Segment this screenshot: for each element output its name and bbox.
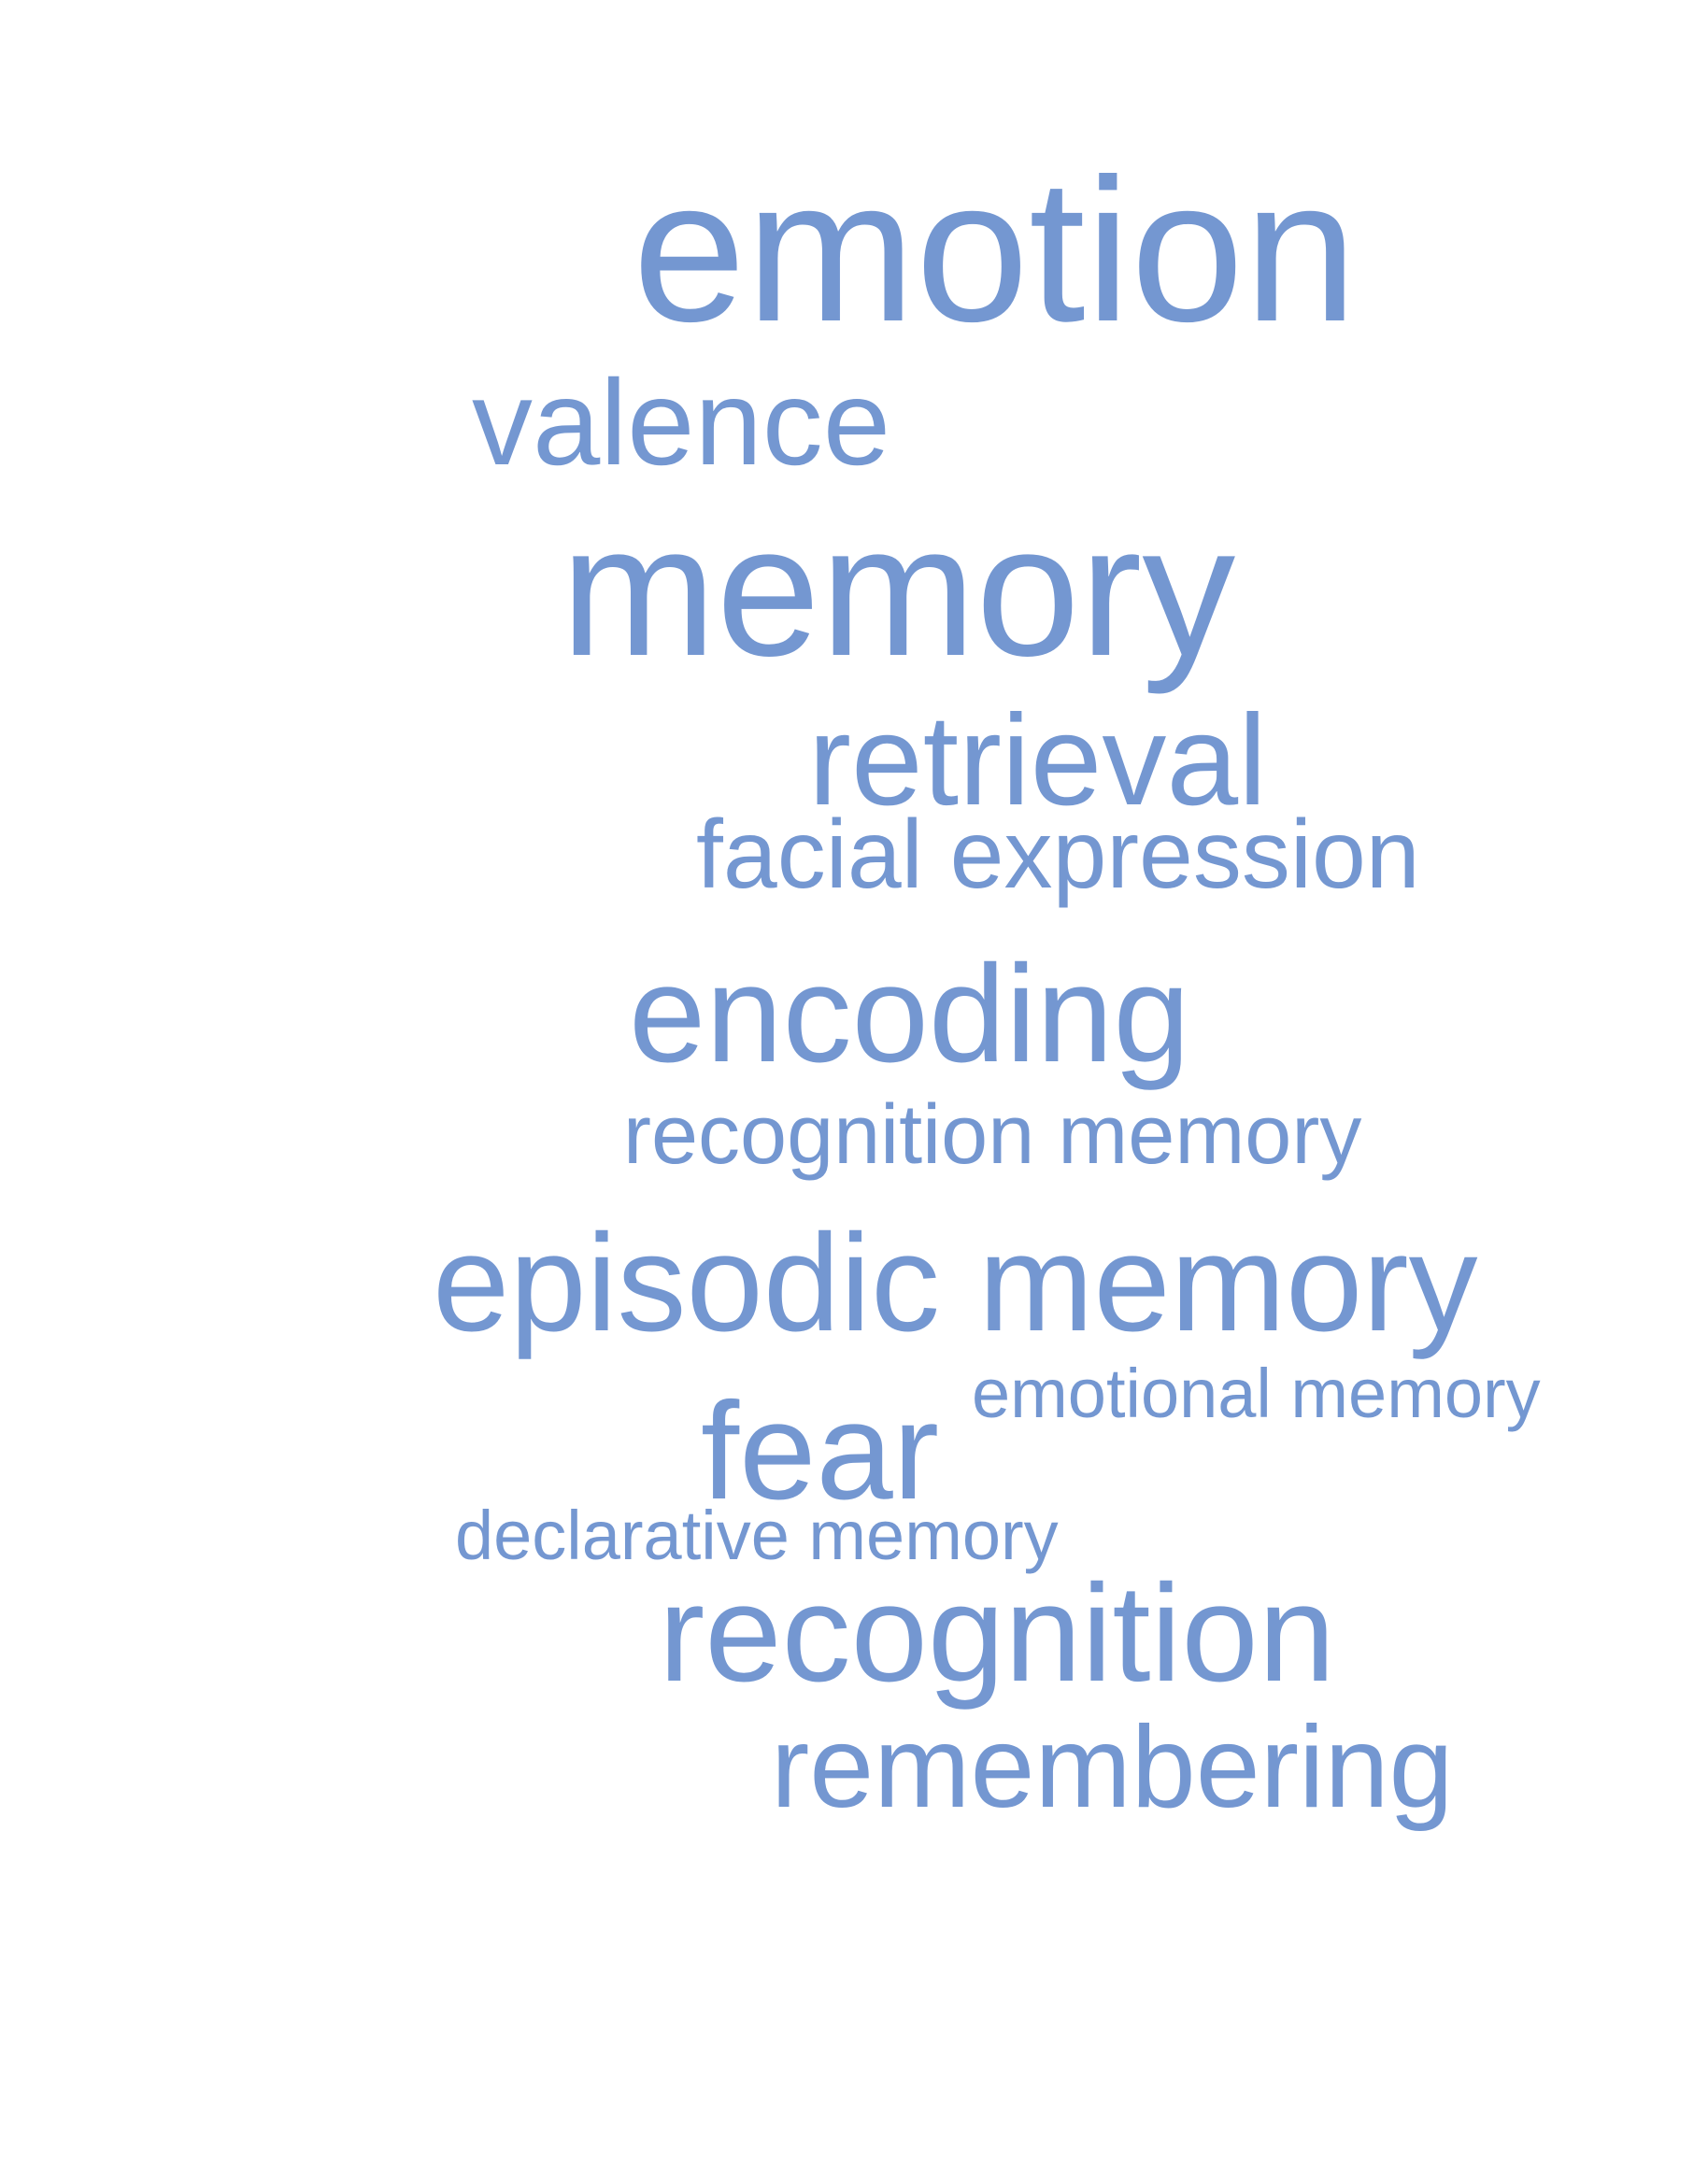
word-emotional-memory: emotional memory [972, 1355, 1541, 1432]
word-recognition-memory: recognition memory [623, 1088, 1362, 1182]
word-remembering: remembering [771, 1703, 1454, 1832]
word-episodic-memory: episodic memory [433, 1206, 1478, 1360]
word-fear: fear [701, 1374, 940, 1528]
word-memory: memory [561, 487, 1236, 695]
word-encoding: encoding [629, 937, 1190, 1091]
word-declarative-memory: declarative memory [455, 1497, 1059, 1574]
word-recognition: recognition [659, 1556, 1336, 1711]
word-emotion: emotion [633, 137, 1358, 364]
word-valence: valence [472, 354, 891, 490]
word-facial-expression: facial expression [696, 801, 1420, 909]
word-retrieval: retrieval [808, 689, 1267, 832]
